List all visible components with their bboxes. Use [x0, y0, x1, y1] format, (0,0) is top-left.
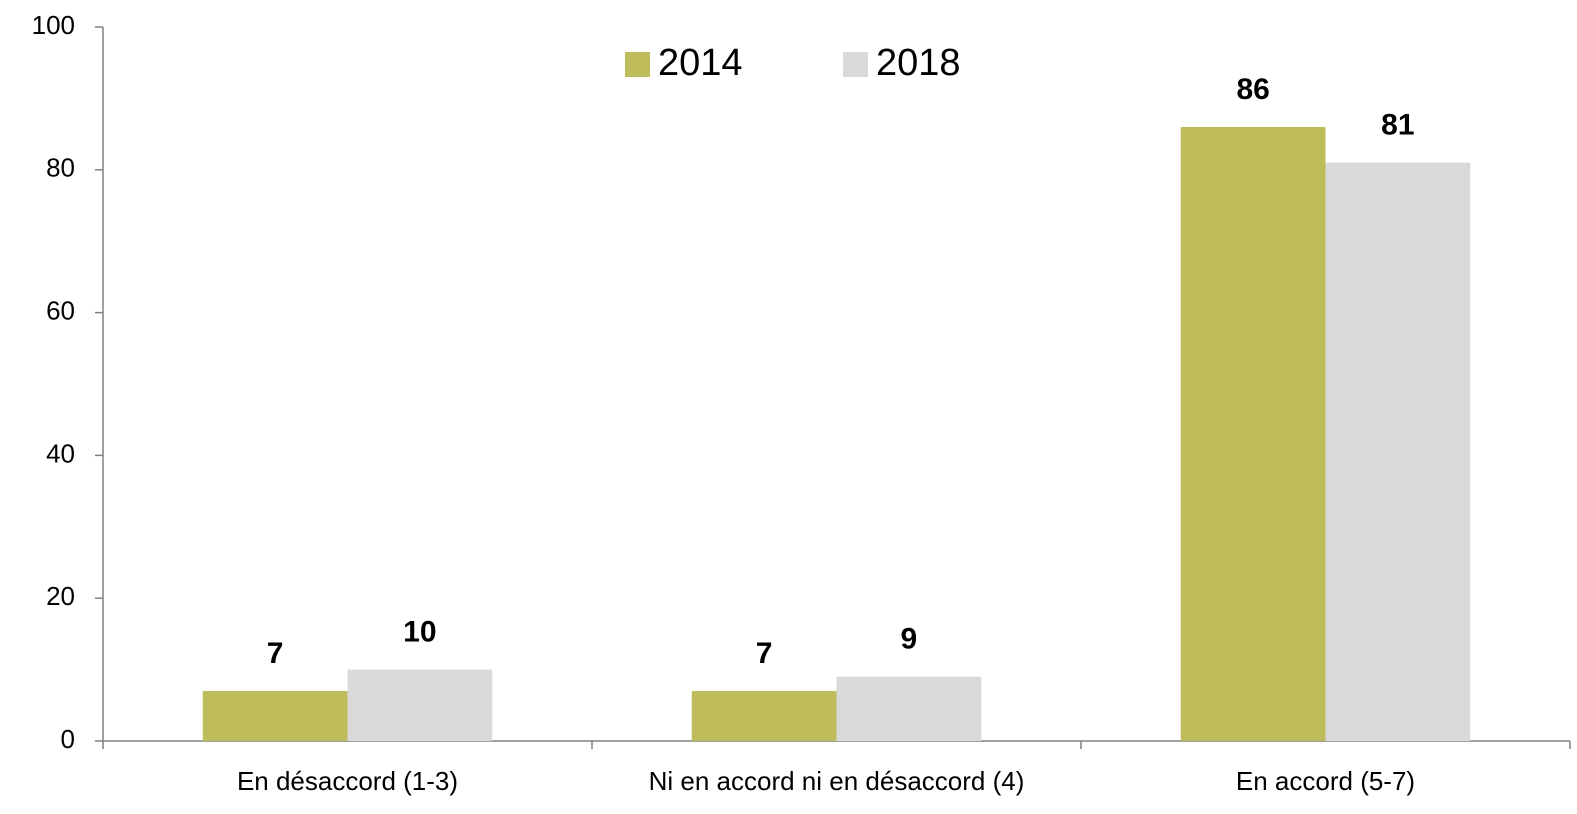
- legend-label: 2018: [876, 42, 961, 84]
- legend-label: 2014: [658, 42, 743, 84]
- y-tick-label: 40: [46, 438, 75, 468]
- y-tick-label: 80: [46, 153, 75, 183]
- data-label: 9: [901, 623, 918, 656]
- data-label: 7: [267, 637, 284, 670]
- data-label: 81: [1381, 109, 1414, 142]
- bar: [202, 691, 348, 741]
- bar: [347, 669, 493, 741]
- x-tick-label: Ni en accord ni en désaccord (4): [649, 766, 1025, 796]
- bar: [691, 691, 837, 741]
- data-label: 7: [756, 637, 773, 670]
- legend-swatch: [843, 52, 868, 77]
- y-tick-label: 60: [46, 295, 75, 325]
- y-tick-label: 100: [32, 10, 75, 40]
- y-tick-label: 20: [46, 581, 75, 611]
- data-label: 10: [403, 616, 436, 649]
- legend-swatch: [625, 52, 650, 77]
- x-tick-label: En accord (5-7): [1236, 766, 1415, 796]
- y-tick-label: 0: [61, 724, 75, 754]
- x-tick-label: En désaccord (1-3): [237, 766, 458, 796]
- data-label: 86: [1236, 73, 1269, 106]
- bar: [1180, 126, 1326, 741]
- bar: [836, 676, 982, 741]
- bar: [1325, 162, 1471, 741]
